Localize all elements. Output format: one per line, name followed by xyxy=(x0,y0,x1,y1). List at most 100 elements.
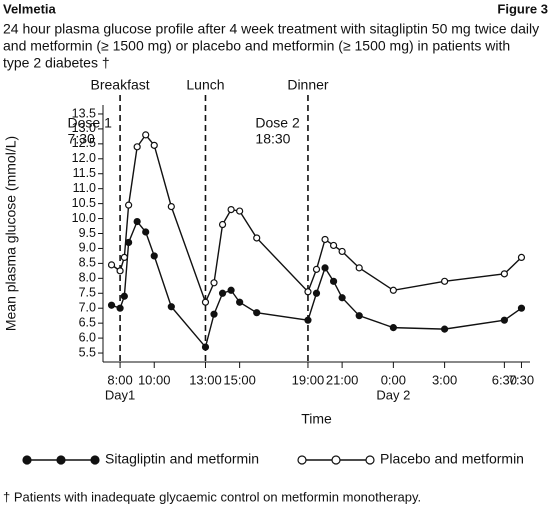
x-tick-label: 10:00 xyxy=(138,372,171,387)
legend-label: Sitagliptin and metformin xyxy=(105,451,259,467)
point xyxy=(517,253,526,262)
y-tick-label: 7.5 xyxy=(79,286,96,300)
dose-label: Dose 2 xyxy=(255,115,300,131)
y-tick-label: 5.5 xyxy=(79,345,96,359)
point xyxy=(210,279,218,287)
chart-title: and metformin (≥ 1500 mg) or placebo and… xyxy=(3,38,510,54)
point xyxy=(201,298,210,306)
series-line xyxy=(111,133,522,305)
day-label: Day1 xyxy=(105,387,135,402)
point xyxy=(304,316,312,324)
y-tick-label: 8.0 xyxy=(79,271,96,285)
point xyxy=(142,228,150,236)
series-line xyxy=(111,220,522,349)
y-tick-label: 12.0 xyxy=(72,151,96,165)
x-tick-label: 8:00 xyxy=(107,372,132,387)
y-axis-label: Mean plasma glucose (mmol/L) xyxy=(3,136,19,331)
legend-marker xyxy=(365,455,375,465)
point xyxy=(107,261,116,269)
point xyxy=(167,303,175,311)
footnote: † Patients with inadequate glycaemic con… xyxy=(3,489,421,504)
point xyxy=(133,217,141,226)
point xyxy=(125,201,133,209)
point xyxy=(312,265,321,273)
y-tick-label: 6.0 xyxy=(79,330,96,344)
point xyxy=(500,270,508,278)
point xyxy=(321,235,329,244)
y-tick-label: 10.5 xyxy=(72,196,96,210)
legend-marker xyxy=(90,455,100,465)
y-tick-label: 11.0 xyxy=(73,181,96,195)
point xyxy=(236,298,244,306)
point xyxy=(150,141,158,149)
point xyxy=(218,220,227,229)
x-tick-label: 0:00 xyxy=(381,372,406,387)
point xyxy=(338,247,346,256)
x-tick-label: 3:00 xyxy=(432,372,457,387)
point xyxy=(321,264,329,272)
point xyxy=(312,289,321,297)
point xyxy=(201,343,210,351)
point xyxy=(120,292,128,300)
point xyxy=(133,143,141,151)
chart-title: type 2 diabetes † xyxy=(3,55,110,71)
x-tick-label: 15:00 xyxy=(223,372,256,387)
event-label: Dinner xyxy=(287,77,329,93)
point xyxy=(441,277,449,285)
dose-label: Dose 1 xyxy=(68,115,113,131)
legend-label: Placebo and metformin xyxy=(380,451,524,467)
y-tick-label: 6.5 xyxy=(79,315,96,329)
event-label: Breakfast xyxy=(91,77,150,93)
chart-title: 24 hour plasma glucose profile after 4 w… xyxy=(3,21,539,37)
point xyxy=(500,316,508,324)
point xyxy=(355,312,363,320)
point xyxy=(120,253,128,262)
y-tick-label: 11.5 xyxy=(73,166,96,180)
y-tick-label: 9.5 xyxy=(79,226,96,240)
point xyxy=(150,252,158,260)
y-tick-label: 9.0 xyxy=(79,241,96,255)
x-tick-label: 19:00 xyxy=(292,372,325,387)
point xyxy=(125,238,133,247)
point xyxy=(107,301,116,309)
point xyxy=(389,286,397,294)
y-tick-label: 12.5 xyxy=(72,136,96,150)
point xyxy=(227,286,235,294)
point xyxy=(338,294,346,302)
legend-marker xyxy=(22,455,32,465)
point xyxy=(210,310,218,318)
point xyxy=(355,264,363,272)
point xyxy=(167,203,175,211)
x-axis-label: Time xyxy=(301,411,332,427)
dose-label: 18:30 xyxy=(255,131,290,147)
y-tick-label: 7.0 xyxy=(79,301,96,315)
point xyxy=(236,207,244,215)
point xyxy=(329,277,338,285)
legend-marker xyxy=(297,455,307,465)
event-label: Lunch xyxy=(186,77,224,93)
legend-marker xyxy=(56,455,66,465)
point xyxy=(304,288,312,296)
point xyxy=(116,267,124,275)
header-left: Velmetia xyxy=(3,1,57,16)
x-tick-label: 7:30 xyxy=(509,372,534,387)
x-tick-label: 21:00 xyxy=(326,372,359,387)
point xyxy=(441,325,449,333)
header-right: Figure 3 xyxy=(497,1,548,16)
point xyxy=(116,304,124,312)
x-tick-label: 6:30 xyxy=(492,372,517,387)
point xyxy=(218,289,227,297)
point xyxy=(142,131,150,139)
point xyxy=(253,309,261,317)
legend-marker xyxy=(331,455,341,465)
point xyxy=(517,304,526,312)
dose-label: 7:30 xyxy=(68,131,95,147)
x-tick-label: 13:00 xyxy=(189,372,222,387)
point xyxy=(253,234,261,242)
point xyxy=(227,205,235,214)
point xyxy=(329,241,338,250)
y-tick-label: 10.0 xyxy=(72,211,96,225)
y-tick-label: 13.0 xyxy=(72,121,96,135)
day-label: Day 2 xyxy=(376,387,410,402)
